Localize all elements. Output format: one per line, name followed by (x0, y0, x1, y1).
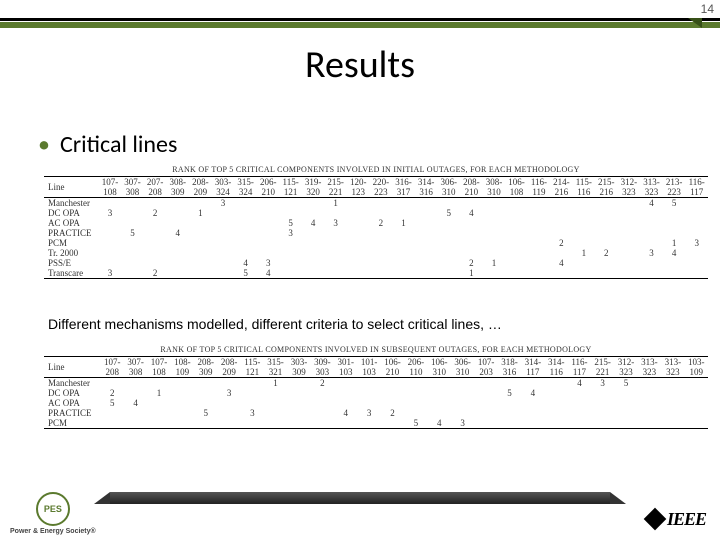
bullet-item: •Critical lines (38, 130, 177, 159)
page-number: 14 (701, 2, 714, 16)
table-initial-outages: RANK OF TOP 5 CRITICAL COMPONENTS INVOLV… (44, 165, 708, 279)
page-title: Results (0, 42, 720, 88)
bullet-text: Critical lines (60, 130, 177, 159)
mid-text: Different mechanisms modelled, different… (48, 316, 502, 332)
footer-bar (110, 492, 610, 504)
table1-caption: RANK OF TOP 5 CRITICAL COMPONENTS INVOLV… (44, 165, 708, 174)
table1-grid: Line107-307-207-308-208-303-315-206-115-… (44, 176, 708, 279)
table2-grid: Line107-307-107-108-208-208-115-315-303-… (44, 356, 708, 429)
footer: PES Power & Energy Society® IEEE (0, 484, 720, 540)
header-bar: 14 (0, 0, 720, 22)
table-subsequent-outages: RANK OF TOP 5 CRITICAL COMPONENTS INVOLV… (44, 345, 708, 429)
bullet-dot: • (38, 130, 60, 159)
pes-logo: PES Power & Energy Society® (10, 492, 96, 536)
table2-caption: RANK OF TOP 5 CRITICAL COMPONENTS INVOLV… (44, 345, 708, 354)
ieee-logo: IEEE (647, 509, 706, 530)
